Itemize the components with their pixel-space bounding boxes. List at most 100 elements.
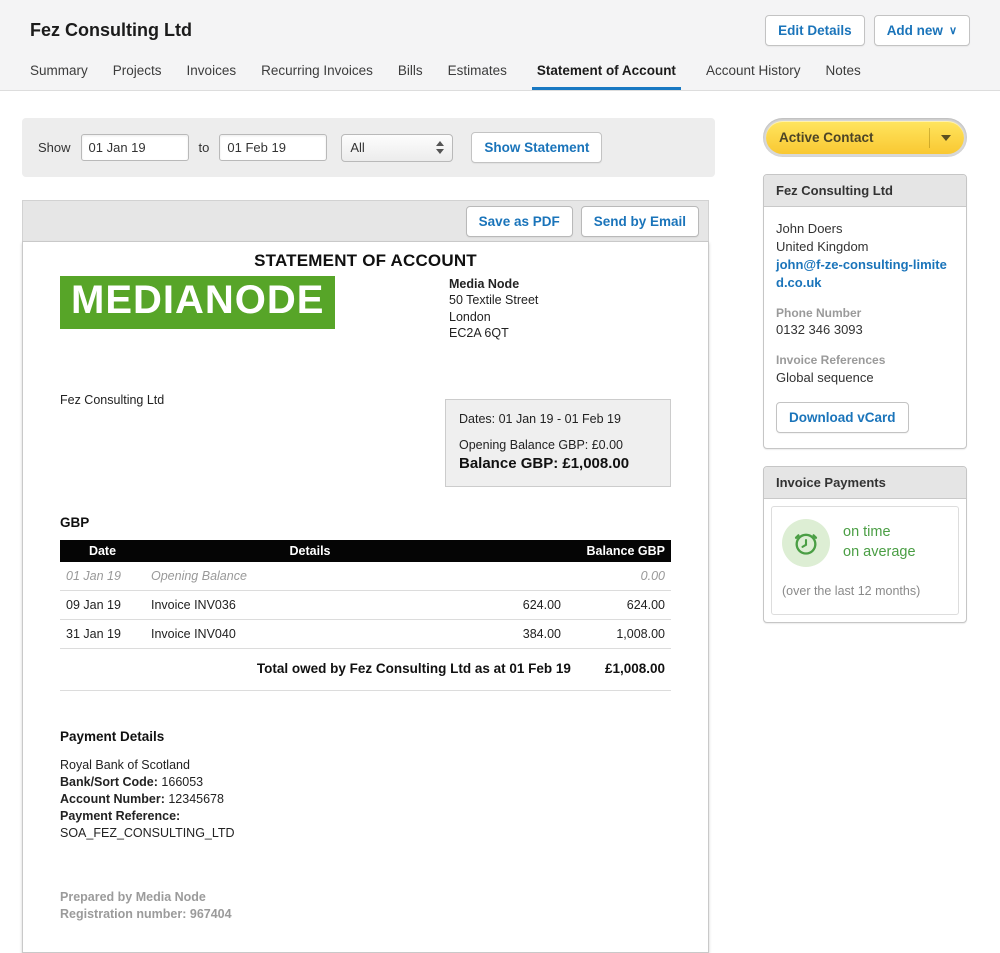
main-content: Show to All Show Statement Save as PDF S… [0, 91, 1000, 953]
payment-status-line1: on time [843, 524, 891, 541]
sender-address-lines: 50 Textile Street London EC2A 6QT [449, 292, 671, 341]
table-header-row: Date Details Balance GBP [60, 540, 671, 562]
statement-summary-box: Dates: 01 Jan 19 - 01 Feb 19 Opening Bal… [445, 399, 671, 487]
tab-recurring-invoices[interactable]: Recurring Invoices [261, 63, 373, 78]
show-statement-button[interactable]: Show Statement [471, 132, 603, 163]
active-contact-caret[interactable] [929, 127, 951, 148]
left-column: Show to All Show Statement Save as PDF S… [22, 118, 715, 953]
summary-opening-balance: Opening Balance GBP: £0.00 [459, 438, 624, 452]
to-label: to [198, 140, 210, 155]
document-footer: Prepared by Media Node Registration numb… [60, 889, 671, 922]
cell-date: 31 Jan 19 [60, 619, 145, 649]
page-header: Fez Consulting Ltd Edit Details Add new … [0, 0, 1000, 91]
address-line: EC2A 6QT [449, 325, 509, 340]
contact-name: John Doers [776, 221, 843, 236]
tab-account-history[interactable]: Account History [705, 63, 801, 78]
contact-email-link[interactable]: john@f-ze-consulting-limited.co.uk [776, 256, 947, 290]
active-contact-button[interactable]: Active Contact [763, 118, 967, 157]
cell-details: Invoice INV040 [145, 619, 475, 649]
cell-balance: 1,008.00 [567, 619, 671, 649]
tab-notes[interactable]: Notes [825, 63, 861, 78]
invoice-payments-header: Invoice Payments [764, 466, 966, 499]
cell-amount: 624.00 [475, 590, 567, 620]
account-number-label: Account Number: [60, 791, 165, 806]
add-new-button-label: Add new [886, 23, 943, 38]
cell-balance: 624.00 [567, 590, 671, 620]
statement-table: Date Details Balance GBP 01 Jan 19 Openi… [60, 540, 671, 649]
caret-down-icon [941, 134, 951, 141]
tab-summary[interactable]: Summary [30, 63, 88, 78]
sender-name: Media Node [449, 277, 520, 291]
summary-balance: Balance GBP: £1,008.00 [459, 455, 630, 472]
sort-code-value: 166053 [157, 774, 204, 789]
payment-status-text: on time on average [843, 523, 916, 562]
total-value: £1,008.00 [604, 661, 665, 676]
edit-details-button[interactable]: Edit Details [765, 15, 865, 46]
payment-status-line2: on average [843, 543, 916, 560]
company-logo: MEDIANODE [60, 276, 336, 329]
account-number-line: Account Number: 12345678 [60, 791, 671, 808]
currency-heading: GBP [60, 515, 90, 530]
statement-panel: Save as PDF Send by Email STATEMENT OF A… [22, 200, 709, 953]
select-arrows-icon [436, 141, 445, 154]
payment-reference-label: Payment Reference: [60, 808, 181, 823]
sender-address: Media Node 50 Textile Street London EC2A 6… [449, 276, 671, 341]
tab-bills[interactable]: Bills [397, 63, 423, 78]
type-select-value: All [350, 140, 365, 155]
summary-dates: Dates: 01 Jan 19 - 01 Feb 19 [459, 412, 621, 426]
statement-total-row: Total owed by Fez Consulting Ltd as at 0… [60, 649, 671, 691]
save-as-pdf-button[interactable]: Save as PDF [465, 205, 573, 237]
invoice-references-label: Invoice References [776, 353, 886, 368]
table-row: 09 Jan 19 Invoice INV036 624.00 624.00 [60, 590, 671, 620]
invoice-references-value: Global sequence [776, 369, 874, 385]
tab-estimates[interactable]: Estimates [447, 63, 507, 78]
table-row: 01 Jan 19 Opening Balance 0.00 [60, 562, 671, 591]
table-row: 31 Jan 19 Invoice INV040 384.00 1,008.00 [60, 619, 671, 649]
sort-code-label: Bank/Sort Code: [60, 774, 158, 789]
cell-details: Invoice INV036 [145, 590, 475, 620]
payment-details: Royal Bank of Scotland Bank/Sort Code: 1… [60, 757, 671, 841]
sort-code-line: Bank/Sort Code: 166053 [60, 774, 671, 791]
statement-table-body: 01 Jan 19 Opening Balance 0.00 09 Jan 19… [60, 562, 671, 649]
phone-number-value: 0132 346 3093 [776, 322, 863, 338]
tab-invoices[interactable]: Invoices [186, 63, 237, 78]
document-toolbar: Save as PDF Send by Email [22, 200, 709, 241]
date-to-input[interactable] [219, 134, 328, 161]
column-header-balance: Balance GBP [567, 540, 671, 562]
active-contact-label: Active Contact [779, 130, 874, 145]
type-select[interactable]: All [341, 133, 454, 162]
add-new-button[interactable]: Add new ∨ [873, 15, 970, 46]
payment-details-heading: Payment Details [60, 729, 165, 744]
cell-date: 09 Jan 19 [60, 590, 145, 620]
sidebar: Active Contact Fez Consulting Ltd John D… [763, 118, 967, 623]
alarm-clock-icon [782, 518, 830, 567]
tab-projects[interactable]: Projects [112, 63, 162, 78]
cell-date: 01 Jan 19 [60, 562, 145, 591]
download-vcard-button[interactable]: Download vCard [776, 401, 909, 433]
phone-number-label: Phone Number [776, 305, 862, 320]
column-header-details: Details [145, 540, 475, 562]
account-number-value: 12345678 [164, 791, 224, 806]
invoice-payments-card: Invoice Payments on time [763, 465, 967, 623]
payment-reference-value: SOA_FEZ_CONSULTING_LTD [60, 825, 235, 840]
page-title: Fez Consulting Ltd [30, 20, 192, 40]
date-from-input[interactable] [80, 134, 189, 161]
total-label: Total owed by Fez Consulting Ltd as at 0… [256, 661, 571, 676]
invoice-payments-panel: on time on average (over the last 12 mon… [771, 505, 959, 615]
tab-bar: Summary Projects Invoices Recurring Invoice… [30, 63, 970, 90]
address-line: 50 Textile Street [449, 293, 539, 308]
address-line: London [449, 309, 491, 324]
cell-amount: 384.00 [475, 619, 567, 649]
chevron-down-icon: ∨ [948, 25, 957, 37]
contact-country: United Kingdom [776, 238, 869, 254]
statement-title: STATEMENT OF ACCOUNT [254, 251, 477, 270]
cell-balance: 0.00 [567, 562, 671, 591]
statement-document: STATEMENT OF ACCOUNT MEDIANODE Media Nod… [22, 241, 709, 953]
tab-statement-of-account[interactable]: Statement of Account [531, 63, 681, 90]
show-label: Show [38, 140, 71, 155]
contact-card: Fez Consulting Ltd John Doers United Kin… [763, 174, 967, 449]
column-header-date: Date [60, 540, 145, 562]
registration-number: Registration number: 967404 [60, 906, 232, 921]
send-by-email-button[interactable]: Send by Email [580, 205, 699, 237]
statement-filter-bar: Show to All Show Statement [22, 118, 715, 177]
